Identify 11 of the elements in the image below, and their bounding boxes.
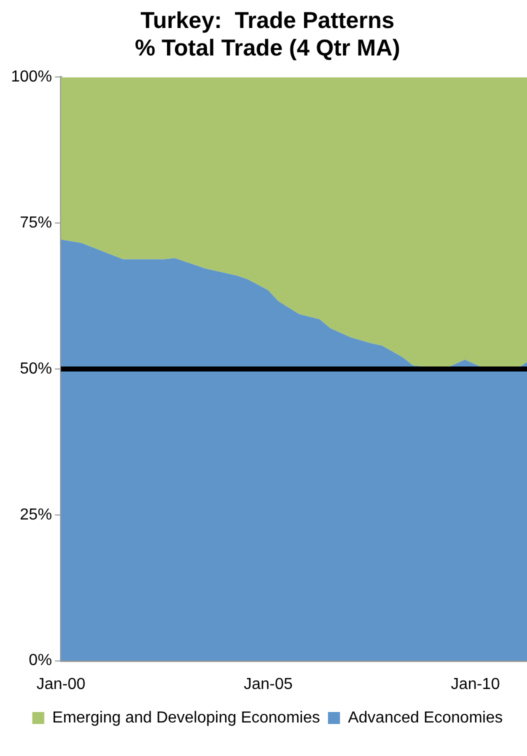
y-tick-label: 50% bbox=[20, 360, 52, 378]
y-tick-label: 100% bbox=[11, 68, 52, 86]
y-tick-label: 25% bbox=[20, 506, 52, 524]
x-tick-label: Jan-10 bbox=[450, 676, 500, 693]
legend-label: Emerging and Developing Economies bbox=[52, 709, 320, 726]
chart-title: Turkey: Trade Patterns % Total Trade (4 Qtr MA) bbox=[134, 7, 400, 61]
x-tick-label: Jan-05 bbox=[244, 676, 293, 693]
legend-label: Advanced Economies bbox=[348, 709, 503, 726]
x-tick-label: Jan-00 bbox=[36, 676, 86, 693]
y-tick-label: 0% bbox=[28, 652, 52, 670]
y-tick-label: 75% bbox=[20, 214, 52, 232]
